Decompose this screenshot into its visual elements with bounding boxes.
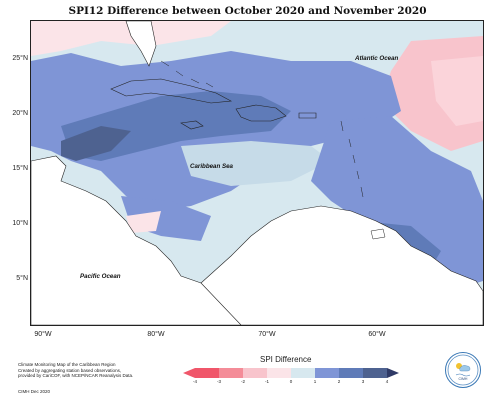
footnote-line-1: Climate Monitoring Map of the Caribbean … <box>18 362 116 367</box>
legend-tick: -2 <box>240 379 245 384</box>
map-area-dry-east-core <box>431 56 483 126</box>
legend-tick: 3 <box>361 379 365 384</box>
florida-landmass <box>125 21 157 67</box>
legend-arrow-left <box>183 368 195 378</box>
spi-difference-map <box>31 21 483 325</box>
map-area-wet-yucatan <box>61 126 131 161</box>
south-america-landmass <box>200 205 483 325</box>
footnote-line-2: Created by aggregating station based obs… <box>18 367 122 373</box>
caribbean-sea-label: Caribbean Sea <box>190 163 233 170</box>
legend-tick: 4 <box>385 379 389 384</box>
lon-tick-70w: 70°W <box>258 331 276 338</box>
legend-swatch-8 <box>363 368 387 378</box>
legend-swatch-7 <box>339 368 363 378</box>
legend-swatch-1 <box>195 368 219 378</box>
trinidad-outline <box>370 228 386 240</box>
legend-tick: -1 <box>264 379 269 384</box>
cimh-logo-text: CIMH <box>458 377 468 381</box>
hispaniola-outline <box>235 104 287 122</box>
lesser-antilles-outline <box>340 120 364 198</box>
lat-tick-5n: 5°N <box>16 275 28 282</box>
map-area-dry-panama <box>126 211 161 233</box>
map-footnote: Climate Monitoring Map of the Caribbean … <box>18 362 178 394</box>
jamaica-outline <box>180 120 204 130</box>
atlantic-ocean-label: Atlantic Ocean <box>355 55 399 62</box>
legend-swatch-4 <box>267 368 291 378</box>
lat-tick-10n: 10°N <box>12 220 28 227</box>
legend-swatch-5 <box>291 368 315 378</box>
map-area-positive-low <box>31 21 231 56</box>
lon-tick-80w: 80°W <box>147 331 165 338</box>
footnote-line-3: provided by CariCOF, with NCEP/NCAR Rean… <box>18 373 134 379</box>
lat-tick-25n: 25°N <box>12 55 28 62</box>
legend-tick: -4 <box>192 379 197 384</box>
bahamas-outline <box>160 60 214 88</box>
legend-title: SPI Difference <box>260 355 312 364</box>
legend-tick: 2 <box>337 379 341 384</box>
legend-swatch-6 <box>315 368 339 378</box>
lat-tick-20n: 20°N <box>12 110 28 117</box>
cimh-logo-icon <box>447 354 479 386</box>
legend-tick: 1 <box>313 379 317 384</box>
legend-arrow-right <box>387 368 399 378</box>
cimh-logo: CIMH <box>445 352 481 388</box>
map-panel <box>30 20 484 326</box>
map-area-neutral-central <box>181 141 331 186</box>
lon-tick-90w: 90°W <box>34 331 52 338</box>
cuba-outline <box>110 78 233 104</box>
legend-swatch-3 <box>243 368 267 378</box>
map-title: SPI12 Difference between October 2020 an… <box>68 5 427 17</box>
pacific-ocean-label: Pacific Ocean <box>80 273 121 280</box>
legend-swatch-2 <box>219 368 243 378</box>
legend-tick: -3 <box>216 379 221 384</box>
legend-tick: 0 <box>289 379 293 384</box>
legend-colorbar <box>183 368 399 378</box>
lat-tick-15n: 15°N <box>12 165 28 172</box>
lon-tick-60w: 60°W <box>368 331 386 338</box>
footnote-credit: CIMH Dec 2020 <box>18 388 51 394</box>
puerto-rico-outline <box>298 112 317 119</box>
